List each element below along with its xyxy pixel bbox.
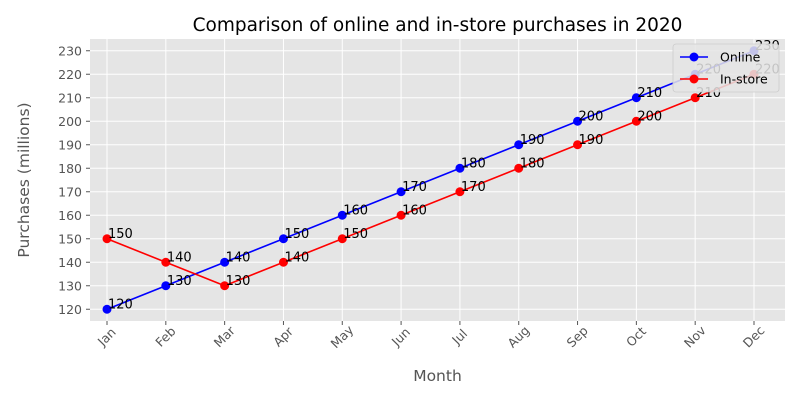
data-label: 170	[461, 180, 486, 195]
data-label: 200	[579, 109, 604, 124]
data-point	[573, 140, 583, 150]
data-label: 140	[284, 250, 309, 265]
data-label: 190	[520, 133, 545, 148]
data-point	[396, 210, 406, 220]
data-point	[631, 116, 641, 126]
data-point	[337, 234, 347, 244]
data-point	[514, 140, 524, 150]
x-tick-label: Dec	[740, 323, 768, 351]
data-point	[220, 281, 230, 291]
data-point	[102, 304, 112, 314]
y-tick-label: 170	[58, 184, 82, 199]
data-point	[161, 281, 171, 291]
y-tick-label: 220	[58, 67, 82, 82]
y-tick-label: 190	[58, 137, 82, 152]
legend-label: Online	[720, 50, 761, 65]
data-point	[690, 93, 700, 103]
y-tick-label: 230	[58, 43, 82, 58]
data-point	[278, 257, 288, 267]
data-label: 180	[520, 156, 545, 171]
y-tick-label: 120	[58, 302, 82, 317]
legend-label: In-store	[720, 72, 768, 87]
data-point	[631, 93, 641, 103]
data-label: 150	[284, 227, 309, 242]
x-tick-label: Jan	[94, 325, 119, 350]
data-label: 200	[637, 109, 662, 124]
x-tick-label: Mar	[211, 322, 239, 350]
data-point	[161, 257, 171, 267]
y-tick-label: 140	[58, 255, 82, 270]
legend-box	[672, 43, 780, 93]
data-label: 140	[226, 250, 251, 265]
data-label: 130	[226, 274, 251, 289]
data-label: 170	[402, 180, 427, 195]
legend: Online In-store	[672, 43, 780, 93]
series-line	[106, 50, 755, 310]
data-point	[573, 116, 583, 126]
data-point	[455, 187, 465, 197]
y-tick-label: 160	[58, 208, 82, 223]
data-point	[455, 163, 465, 173]
chart-title: Comparison of online and in-store purcha…	[193, 15, 683, 36]
x-tick-label: Apr	[270, 323, 297, 350]
data-point	[396, 187, 406, 197]
data-label: 190	[579, 133, 604, 148]
data-point	[278, 234, 288, 244]
x-tick-label: Nov	[681, 322, 709, 350]
y-tick-label: 200	[58, 114, 82, 129]
series	[102, 46, 759, 314]
plot-area	[90, 39, 785, 321]
data-label: 180	[461, 156, 486, 171]
y-tick-label: 180	[58, 161, 82, 176]
data-point	[220, 257, 230, 267]
data-label: 210	[637, 86, 662, 101]
x-tick-label: Aug	[504, 323, 532, 351]
x-tick-label: Jun	[388, 324, 413, 349]
data-point	[102, 234, 112, 244]
y-tick-label: 210	[58, 90, 82, 105]
data-point	[514, 163, 524, 173]
data-label: 130	[167, 274, 192, 289]
data-point	[337, 210, 347, 220]
grid	[90, 39, 785, 321]
x-tick-label: Oct	[623, 324, 649, 350]
x-tick-label: Feb	[152, 323, 178, 349]
x-tick-label: May	[327, 322, 356, 351]
data-label: 140	[167, 250, 192, 265]
legend-marker	[689, 52, 699, 62]
series-line	[106, 73, 755, 287]
data-label: 150	[343, 227, 368, 242]
data-label: 160	[402, 203, 427, 218]
x-tick-label: Sep	[564, 323, 591, 350]
data-label: 120	[108, 297, 133, 312]
data-label: 160	[343, 203, 368, 218]
x-axis-label: Month	[413, 367, 462, 385]
data-label: 150	[108, 227, 133, 242]
x-tick-label: Jul	[448, 326, 470, 348]
y-tick-label: 130	[58, 278, 82, 293]
legend-marker	[689, 74, 699, 84]
y-axis-label: Purchases (millions)	[15, 102, 33, 257]
y-tick-label: 150	[58, 231, 82, 246]
